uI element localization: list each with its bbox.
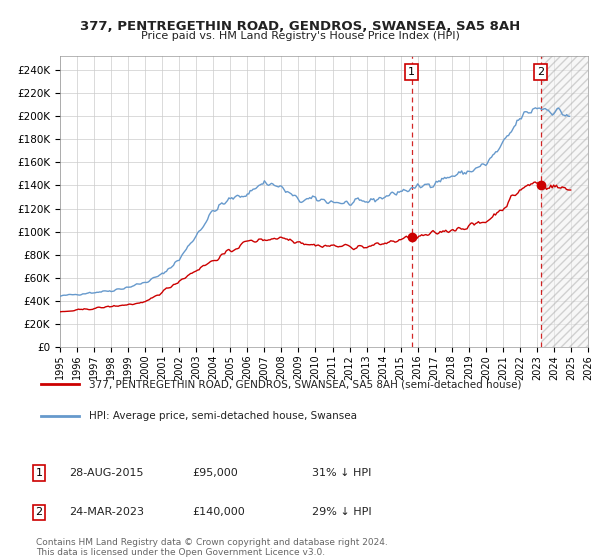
Text: This data is licensed under the Open Government Licence v3.0.: This data is licensed under the Open Gov… [36, 548, 325, 557]
Text: Price paid vs. HM Land Registry's House Price Index (HPI): Price paid vs. HM Land Registry's House … [140, 31, 460, 41]
Text: 1: 1 [408, 67, 415, 77]
Text: 2: 2 [537, 67, 544, 77]
Text: 29% ↓ HPI: 29% ↓ HPI [312, 507, 371, 517]
Text: £95,000: £95,000 [192, 468, 238, 478]
Bar [541, 56, 588, 347]
Text: 377, PENTREGETHIN ROAD, GENDROS, SWANSEA, SA5 8AH: 377, PENTREGETHIN ROAD, GENDROS, SWANSEA… [80, 20, 520, 32]
Text: Contains HM Land Registry data © Crown copyright and database right 2024.: Contains HM Land Registry data © Crown c… [36, 538, 388, 547]
Text: £140,000: £140,000 [192, 507, 245, 517]
Text: HPI: Average price, semi-detached house, Swansea: HPI: Average price, semi-detached house,… [89, 412, 358, 422]
Text: 31% ↓ HPI: 31% ↓ HPI [312, 468, 371, 478]
Text: 377, PENTREGETHIN ROAD, GENDROS, SWANSEA, SA5 8AH (semi-detached house): 377, PENTREGETHIN ROAD, GENDROS, SWANSEA… [89, 379, 522, 389]
Text: 2: 2 [35, 507, 43, 517]
Text: 28-AUG-2015: 28-AUG-2015 [69, 468, 143, 478]
Text: 24-MAR-2023: 24-MAR-2023 [69, 507, 144, 517]
Text: 1: 1 [35, 468, 43, 478]
